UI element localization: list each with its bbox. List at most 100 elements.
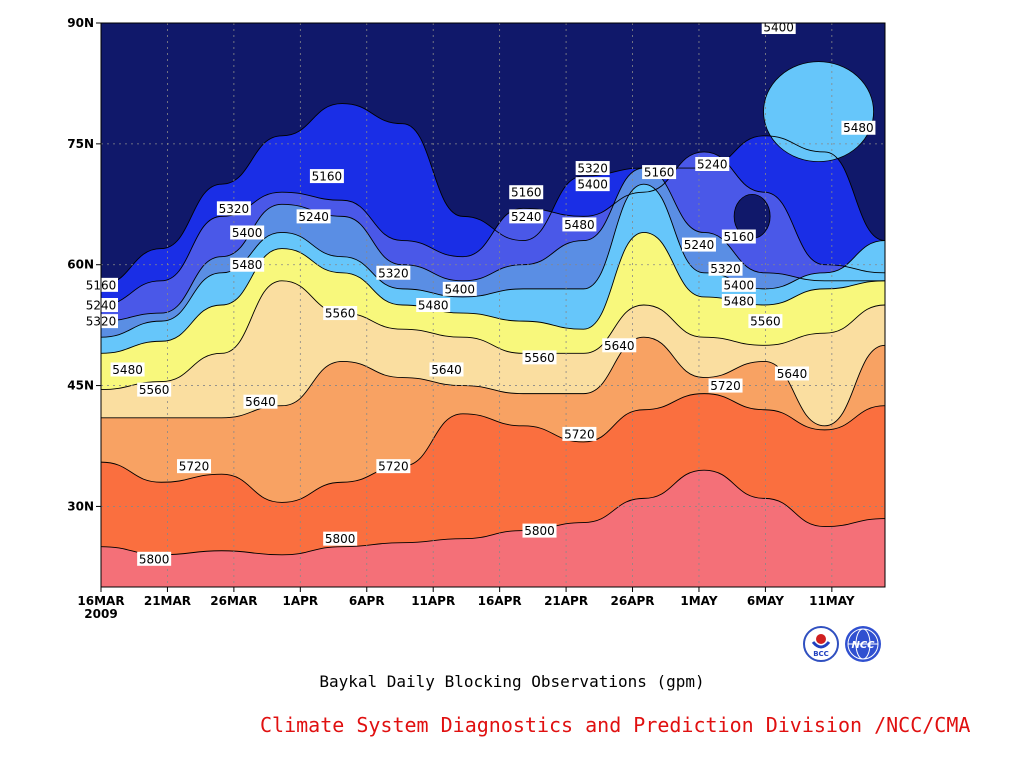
contour-label: 5480: [843, 121, 874, 135]
contour-label: 5400: [445, 282, 476, 296]
contour-label: 5160: [312, 170, 343, 184]
contour-label: 5320: [710, 262, 741, 276]
contour-label-bg: [509, 209, 544, 224]
contour-label: 5640: [245, 395, 276, 409]
contour-label-group: 5640: [243, 394, 278, 409]
contour-label: 5480: [724, 294, 755, 308]
contour-label-group: 5400: [442, 281, 477, 296]
contour-label-group: 5720: [562, 426, 597, 441]
contour-label: 5240: [697, 158, 728, 172]
contour-label: 5240: [511, 210, 542, 224]
chart-title: Baykal Daily Blocking Observations (gpm): [319, 672, 705, 691]
contour-label: 5400: [763, 21, 794, 35]
contour-label: 5400: [577, 178, 608, 192]
x-tick-label: 1APR: [282, 594, 318, 608]
contour-label: 5720: [710, 379, 741, 393]
contour-label-bg: [230, 225, 265, 240]
contour-label-group: 5480: [110, 362, 145, 377]
ncc-logo: NCC: [845, 626, 881, 662]
contour-label-group: 5560: [748, 314, 783, 329]
contour-label: 5400: [724, 278, 755, 292]
contour-label-group: 5560: [522, 350, 557, 365]
contour-label-bg: [721, 229, 756, 244]
contour-label-group: 5640: [429, 362, 464, 377]
contour-label-bg: [522, 350, 557, 365]
contour-label-group: 5800: [522, 523, 557, 538]
contour-label-bg: [708, 261, 743, 276]
contour-label: 5320: [577, 162, 608, 176]
contour-label-group: 5480: [841, 120, 876, 135]
contour-label-bg: [721, 293, 756, 308]
credit-line: Climate System Diagnostics and Predictio…: [260, 713, 971, 737]
contour-label-group: 5240: [509, 209, 544, 224]
contour-label-bg: [376, 265, 411, 280]
contour-label: 5640: [604, 339, 635, 353]
contour-label-bg: [230, 257, 265, 272]
isoline-5320: [101, 167, 885, 322]
x-tick-label: 1MAY: [680, 594, 717, 608]
contour-label-bg: [243, 394, 278, 409]
contour-label-group: 5320: [376, 265, 411, 280]
contour-label-group: 5720: [376, 459, 411, 474]
contour-label-bg: [562, 426, 597, 441]
contour-label-bg: [721, 277, 756, 292]
contour-label-group: 5480: [416, 298, 451, 313]
x-tick-label: 16APR: [478, 594, 522, 608]
band-above-5800: [101, 470, 885, 587]
contour-label-group: 5640: [602, 338, 637, 353]
contour-labels: 5160 5240 5320 5480 5560 5720 5800 5320 5400 5480…: [84, 20, 876, 566]
axis-ticks: 16MAR 21MAR 26MAR 1APR 6APR 11APR 16APR 21APR 26…: [67, 16, 855, 621]
bcc-logo: BCC: [803, 626, 839, 662]
contour-label: 5640: [777, 367, 808, 381]
contour-label-group: 5240: [681, 237, 716, 252]
x-tick-label: 11MAY: [809, 594, 855, 608]
contour-label-bg: [681, 237, 716, 252]
x-tick-label: 11APR: [411, 594, 455, 608]
isoline-5640: [101, 336, 885, 427]
contour-label-bg: [575, 161, 610, 176]
contour-label: 5160: [724, 230, 755, 244]
contour-label-bg: [708, 378, 743, 393]
contour-label-group: 5560: [137, 382, 172, 397]
contour-label-bg: [216, 201, 251, 216]
x-year-label: 2009: [84, 607, 117, 621]
x-tick-label: 21MAR: [144, 594, 191, 608]
contour-label: 5240: [298, 210, 329, 224]
contour-label-group: 5720: [708, 378, 743, 393]
svg-text:BCC: BCC: [813, 650, 829, 658]
contour-label-group: 5320: [708, 261, 743, 276]
contour-label-group: 5640: [774, 366, 809, 381]
contour-label-bg: [416, 298, 451, 312]
contour-label-group: 5160: [721, 229, 756, 244]
contour-label-bg: [602, 338, 637, 353]
contour-label: 5560: [524, 351, 555, 365]
contour-label-group: 5560: [323, 306, 358, 321]
contour-label-group: 5160: [642, 165, 677, 180]
contour-label-group: 5400: [230, 225, 265, 240]
contour-label-bg: [575, 177, 610, 192]
contour-label: 5160: [644, 166, 675, 180]
contour-label-group: 5320: [575, 161, 610, 176]
contour-label: 5720: [179, 460, 210, 474]
contour-label: 5560: [750, 315, 781, 329]
y-tick-label: 45N: [67, 379, 94, 393]
contour-label-bg: [376, 459, 411, 474]
contour-label-bg: [137, 551, 172, 566]
contour-label-group: 5720: [177, 459, 212, 474]
contour-label-bg: [296, 209, 331, 224]
contour-label-bg: [509, 185, 544, 200]
contour-label-group: 5400: [575, 177, 610, 192]
x-tick-label: 21APR: [544, 594, 588, 608]
contour-label-bg: [429, 362, 464, 377]
contour-label-bg: [562, 217, 597, 232]
contour-label-group: 5400: [721, 277, 756, 292]
contour-label: 5800: [139, 552, 170, 566]
contour-label: 5320: [378, 266, 409, 280]
contour-label-group: 5240: [695, 157, 730, 172]
contour-label-bg: [774, 366, 809, 381]
contour-label: 5640: [431, 363, 462, 377]
contour-label-group: 5800: [137, 551, 172, 566]
contour-label-bg: [748, 314, 783, 329]
contour-label-group: 5800: [323, 531, 358, 546]
